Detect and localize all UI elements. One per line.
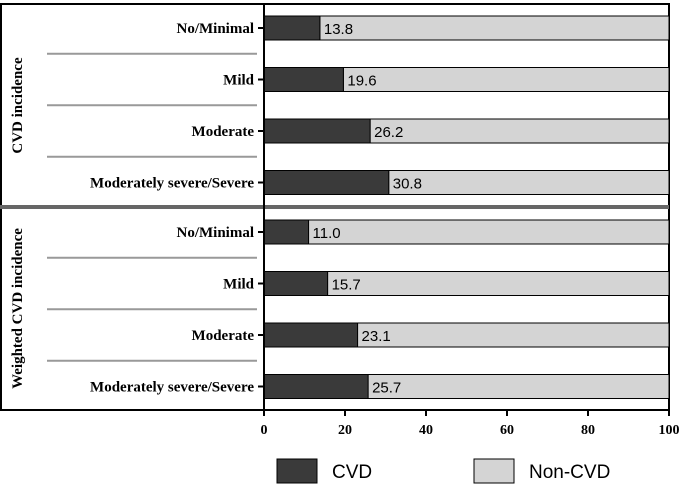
bar-cvd xyxy=(263,67,344,92)
bar-non-cvd xyxy=(367,374,670,399)
category-label: Moderate xyxy=(192,328,255,344)
value-label: 19.6 xyxy=(347,73,376,90)
category-label: Moderate xyxy=(192,124,255,140)
value-label: 30.8 xyxy=(393,176,422,193)
legend-label: CVD xyxy=(332,462,372,483)
bar-non-cvd xyxy=(357,322,670,348)
bar-non-cvd xyxy=(388,170,670,195)
bar-cvd xyxy=(263,271,329,296)
category-label: Mild xyxy=(223,73,254,89)
legend-label: Non-CVD xyxy=(529,462,610,483)
bar-cvd xyxy=(263,118,371,144)
bar-non-cvd xyxy=(327,271,670,296)
value-label: 15.7 xyxy=(332,277,361,294)
x-tick-label: 80 xyxy=(581,423,595,438)
category-label: No/Minimal xyxy=(177,21,255,37)
value-label: 13.8 xyxy=(324,21,353,38)
bar-cvd xyxy=(263,170,390,195)
x-tick-label: 20 xyxy=(338,423,352,438)
x-tick-label: 100 xyxy=(659,423,680,438)
bar-cvd xyxy=(263,15,321,41)
category-label: No/Minimal xyxy=(177,225,255,241)
category-label: Moderately severe/Severe xyxy=(90,176,254,192)
bar-non-cvd xyxy=(342,67,670,92)
bar-non-cvd xyxy=(308,219,670,245)
bar-non-cvd xyxy=(369,118,670,144)
group-label: Weighted CVD incidence xyxy=(10,228,26,389)
category-label: Mild xyxy=(223,277,254,293)
x-tick-label: 0 xyxy=(261,423,268,438)
legend-swatch-non-cvd xyxy=(473,458,515,484)
value-label: 23.1 xyxy=(362,328,391,345)
bar-cvd xyxy=(263,374,369,399)
legend-swatch-cvd xyxy=(276,458,318,484)
group-label: CVD incidence xyxy=(10,57,26,154)
category-label: Moderately severe/Severe xyxy=(90,380,254,396)
value-label: 26.2 xyxy=(374,124,403,141)
bar-cvd xyxy=(263,219,310,245)
x-tick-label: 40 xyxy=(419,423,433,438)
bar-cvd xyxy=(263,322,359,348)
value-label: 11.0 xyxy=(313,225,341,242)
bar-non-cvd xyxy=(319,15,670,41)
x-tick-label: 60 xyxy=(500,423,514,438)
value-label: 25.7 xyxy=(372,380,401,397)
